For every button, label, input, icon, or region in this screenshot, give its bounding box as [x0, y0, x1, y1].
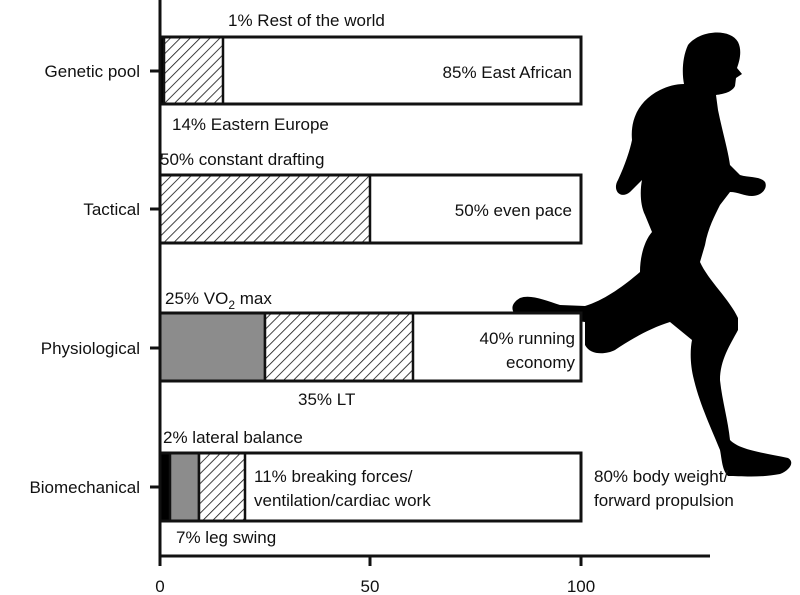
label-even-pace: 50% even pace [455, 201, 572, 220]
label-running-economy-2: economy [506, 353, 575, 372]
bar-genetic-pool [158, 35, 583, 106]
label-lateral-balance: 2% lateral balance [163, 428, 303, 447]
bar-tactical [158, 173, 583, 245]
category-tactical: Tactical [83, 200, 140, 219]
label-breaking-forces-1: 11% breaking forces/ [254, 467, 413, 486]
label-lt: 35% LT [298, 390, 355, 409]
label-eastern-europe: 14% Eastern Europe [172, 115, 329, 134]
label-east-african: 85% East African [443, 63, 572, 82]
label-constant-drafting: 50% constant drafting [160, 150, 324, 169]
label-vo2max: 25% VO2 max [165, 289, 272, 312]
label-body-weight-2: forward propulsion [594, 491, 734, 510]
label-rest-of-world: 1% Rest of the world [228, 11, 385, 30]
category-biomechanical: Biomechanical [29, 478, 140, 497]
label-running-economy-1: 40% running [480, 329, 575, 348]
label-body-weight-1: 80% body weight/ [594, 467, 728, 486]
bar-biomechanical [158, 451, 583, 523]
runner-silhouette-icon [512, 32, 792, 477]
label-leg-swing: 7% leg swing [176, 528, 276, 547]
x-tick-50: 50 [361, 577, 380, 595]
label-breaking-forces-2: ventilation/cardiac work [254, 491, 431, 510]
category-genetic-pool: Genetic pool [45, 62, 140, 81]
category-physiological: Physiological [41, 339, 140, 358]
x-tick-100: 100 [567, 577, 595, 595]
bar-physiological [158, 311, 583, 383]
x-tick-0: 0 [155, 577, 164, 595]
